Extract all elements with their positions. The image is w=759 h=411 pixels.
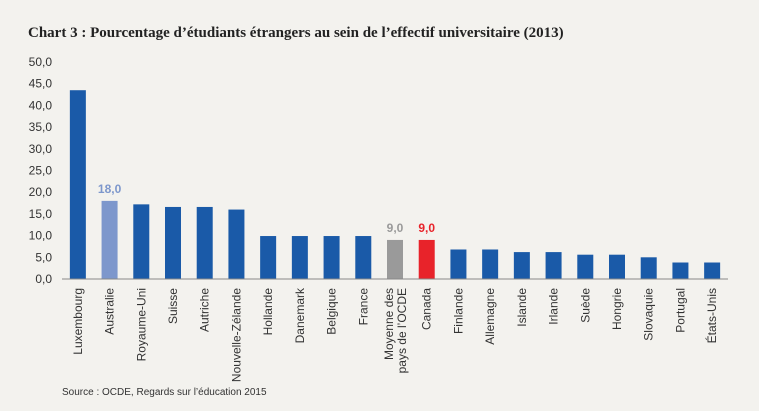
- y-tick-label: 30,0: [29, 142, 53, 156]
- bar: [260, 236, 277, 279]
- bar: [704, 262, 721, 279]
- y-tick-label: 15,0: [29, 207, 53, 221]
- bar: [291, 236, 308, 279]
- x-tick-label: États-Unis: [704, 288, 719, 343]
- bar: [513, 252, 530, 279]
- x-tick-label: Moyenne despays de l’OCDE: [382, 288, 409, 373]
- x-tick-label: Danemark: [293, 287, 307, 343]
- x-tick-label: Australie: [103, 288, 117, 335]
- bar: [640, 257, 657, 279]
- bar: [101, 200, 118, 279]
- x-tick-label: Hongrie: [610, 288, 624, 330]
- y-tick-label: 20,0: [29, 185, 53, 199]
- x-tick-label: Portugal: [673, 288, 687, 333]
- bar: [387, 239, 403, 279]
- bar: [69, 90, 86, 280]
- bar: [672, 262, 689, 279]
- bar: [545, 252, 562, 279]
- x-tick-label: Suède: [578, 288, 592, 323]
- x-tick-label: Suisse: [166, 288, 180, 324]
- source: Source : OCDE, Regards sur l’éducation 2…: [62, 387, 267, 398]
- value-label: 18,0: [98, 182, 122, 196]
- y-tick-label: 50,0: [29, 55, 53, 69]
- bar: [228, 209, 245, 279]
- x-tick-label: Belgique: [325, 288, 339, 335]
- x-tick-label: Nouvelle-Zélande: [229, 288, 243, 382]
- y-tick-label: 40,0: [29, 98, 53, 112]
- bar: [196, 206, 213, 279]
- y-tick-label: 35,0: [29, 120, 53, 134]
- y-tick-label: 25,0: [29, 164, 53, 178]
- x-tick-label: Finlande: [451, 288, 465, 334]
- bar: [577, 254, 594, 279]
- chart-title: Chart 3 : Pourcentage d’étudiants étrang…: [28, 25, 564, 41]
- y-tick-label: 5,0: [35, 250, 52, 264]
- bar: [355, 236, 372, 279]
- x-tick-label: Canada: [420, 288, 434, 330]
- x-tick-label: Luxembourg: [71, 288, 85, 355]
- bar: [165, 206, 181, 279]
- bar: [450, 249, 467, 279]
- x-tick-label: Royaume-Uni: [134, 288, 148, 361]
- x-tick-label: Autriche: [198, 288, 212, 332]
- bar: [609, 254, 625, 279]
- x-tick-label: Allemagne: [483, 288, 497, 345]
- bar: [323, 236, 340, 279]
- x-tick-label: Islande: [515, 288, 529, 327]
- bar: [418, 239, 435, 279]
- y-tick-label: 45,0: [29, 77, 53, 91]
- x-tick-label: France: [356, 288, 370, 326]
- y-tick-label: 10,0: [29, 229, 53, 243]
- bar: [133, 204, 150, 279]
- value-label: 9,0: [387, 221, 404, 235]
- value-label: 9,0: [418, 221, 435, 235]
- x-tick-label: Hollande: [261, 288, 275, 336]
- x-tick-label: Irlande: [547, 288, 561, 325]
- x-tick-label: Slovaquie: [642, 288, 656, 341]
- bar: [482, 249, 499, 279]
- y-tick-label: 0,0: [35, 272, 52, 286]
